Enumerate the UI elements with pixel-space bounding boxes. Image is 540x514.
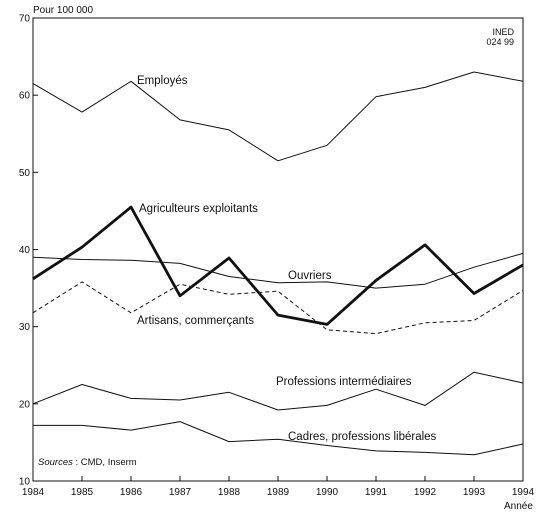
series-layer (32, 71, 524, 456)
x-tick-label: 1989 (267, 487, 290, 498)
code-line-2: 024 99 (486, 37, 514, 47)
x-tick-label: 1986 (120, 487, 143, 498)
axes: 10 20 30 40 50 60 70 1984 1985 1986 1987 1988 1989 19… (19, 14, 535, 499)
x-tick-label: 1985 (71, 487, 94, 498)
series-line-1 (32, 205, 524, 326)
source-label: Sources (38, 457, 73, 468)
x-tick-label: 1992 (414, 487, 437, 498)
y-tick-label: 70 (19, 14, 31, 25)
series-line-2 (32, 252, 524, 289)
x-tick-label: 1994 (512, 487, 535, 498)
series-label-5: Cadres, professions libérales (288, 431, 437, 443)
series-label-2: Ouvriers (288, 270, 332, 282)
series-label-0: Employés (137, 75, 188, 87)
y-tick-label: 30 (19, 322, 31, 333)
series-label-1: Agriculteurs exploitants (139, 203, 258, 215)
y-tick-label: 50 (19, 168, 31, 179)
series-label-3: Artisans, commerçants (137, 315, 254, 327)
y-tick-label: 40 (19, 245, 31, 256)
labels-layer: Employés Agriculteurs exploitants Ouvriers… (137, 75, 437, 443)
plot-frame (32, 17, 524, 482)
source-text: : CMD, Inserm (73, 457, 137, 468)
x-tick-label: 1993 (463, 487, 486, 498)
x-tick-label: 1988 (218, 487, 241, 498)
series-label-4: Professions intermédiaires (276, 376, 412, 388)
x-axis-label: Année (504, 501, 533, 512)
series-line-0 (32, 71, 524, 162)
x-tick-label: 1987 (169, 487, 192, 498)
series-line-3 (32, 281, 524, 335)
series-line-4 (32, 371, 524, 411)
y-tick-label: 20 (19, 399, 31, 410)
x-tick-label: 1990 (316, 487, 339, 498)
y-axis-label: Pour 100 000 (33, 5, 93, 16)
x-tick-label: 1984 (22, 487, 45, 498)
code-line-1: INED (492, 27, 514, 37)
y-tick-label: 60 (19, 91, 31, 102)
x-tick-label: 1991 (365, 487, 388, 498)
series-line-5 (33, 421, 524, 456)
y-tick-label: 10 (19, 477, 31, 488)
source-note: Sources : CMD, Inserm (38, 457, 137, 468)
